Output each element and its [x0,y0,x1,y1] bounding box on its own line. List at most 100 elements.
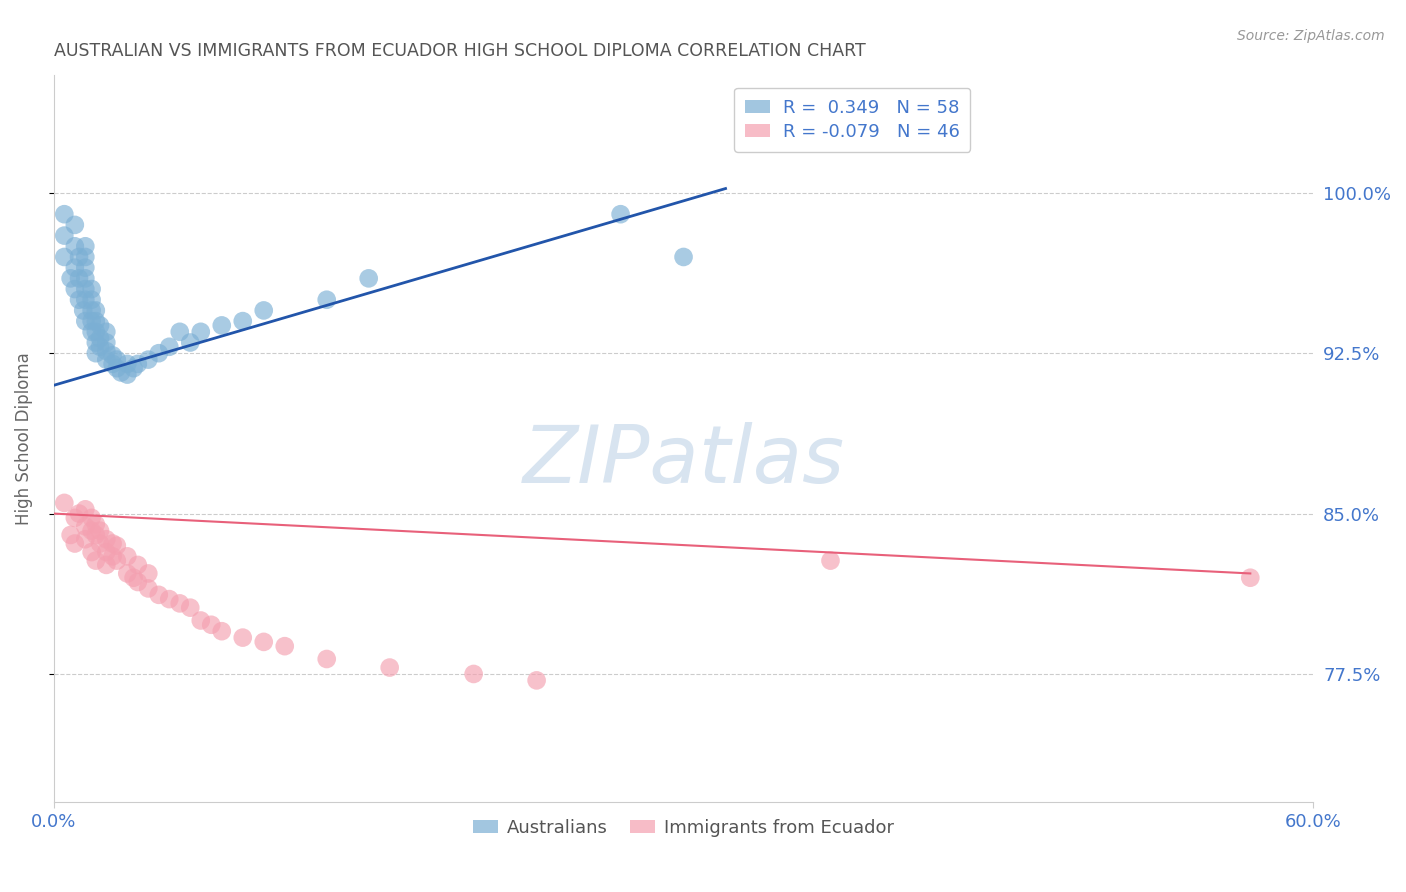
Point [148,346,170,360]
Point [127,574,149,589]
Point [84,325,107,339]
Point [80,545,103,559]
Point [117,368,139,382]
Point [80,293,103,307]
Point [101,536,124,550]
Point [75,314,97,328]
Point [67,271,90,285]
Point [75,239,97,253]
Point [75,271,97,285]
Point [179,600,201,615]
Point [59,528,82,542]
Point [526,673,548,688]
Point [105,554,128,568]
Point [1239,571,1261,585]
Point [253,303,276,318]
Point [609,207,631,221]
Point [63,282,86,296]
Point [84,554,107,568]
Point [59,271,82,285]
Point [110,366,132,380]
Point [190,325,212,339]
Text: ZIPatlas: ZIPatlas [523,422,845,500]
Point [157,592,180,607]
Point [75,260,97,275]
Point [80,282,103,296]
Point [96,325,118,339]
Point [105,352,128,367]
Point [157,340,180,354]
Point [63,511,86,525]
Point [89,340,111,354]
Point [136,352,159,367]
Point [75,250,97,264]
Point [96,558,118,572]
Point [53,496,76,510]
Point [63,260,86,275]
Point [53,228,76,243]
Point [122,571,145,585]
Point [84,314,107,328]
Point [274,639,297,653]
Point [357,271,380,285]
Point [89,524,111,538]
Point [63,536,86,550]
Text: Source: ZipAtlas.com: Source: ZipAtlas.com [1237,29,1385,43]
Point [80,314,103,328]
Point [179,335,201,350]
Point [122,361,145,376]
Y-axis label: High School Diploma: High School Diploma [15,352,32,525]
Point [84,346,107,360]
Point [211,624,233,639]
Point [169,596,191,610]
Point [89,331,111,345]
Point [80,511,103,525]
Point [117,357,139,371]
Legend: Australians, Immigrants from Ecuador: Australians, Immigrants from Ecuador [465,812,901,844]
Point [80,303,103,318]
Point [101,549,124,564]
Point [105,361,128,376]
Point [53,207,76,221]
Point [96,545,118,559]
Point [75,533,97,547]
Point [84,303,107,318]
Point [148,588,170,602]
Point [96,352,118,367]
Point [378,660,401,674]
Point [84,335,107,350]
Point [672,250,695,264]
Point [75,293,97,307]
Point [75,519,97,533]
Point [315,652,337,666]
Point [63,239,86,253]
Text: AUSTRALIAN VS IMMIGRANTS FROM ECUADOR HIGH SCHOOL DIPLOMA CORRELATION CHART: AUSTRALIAN VS IMMIGRANTS FROM ECUADOR HI… [53,42,866,60]
Point [96,533,118,547]
Point [136,566,159,581]
Point [232,314,254,328]
Point [53,250,76,264]
Point [117,566,139,581]
Point [80,524,103,538]
Point [89,536,111,550]
Point [463,667,485,681]
Point [127,558,149,572]
Point [211,318,233,333]
Point [127,357,149,371]
Point [136,582,159,596]
Point [253,635,276,649]
Point [67,250,90,264]
Point [105,539,128,553]
Point [75,502,97,516]
Point [232,631,254,645]
Point [84,528,107,542]
Point [101,357,124,371]
Point [169,325,191,339]
Point [117,549,139,564]
Point [63,218,86,232]
Point [96,344,118,359]
Point [200,617,222,632]
Point [67,507,90,521]
Point [96,335,118,350]
Point [190,614,212,628]
